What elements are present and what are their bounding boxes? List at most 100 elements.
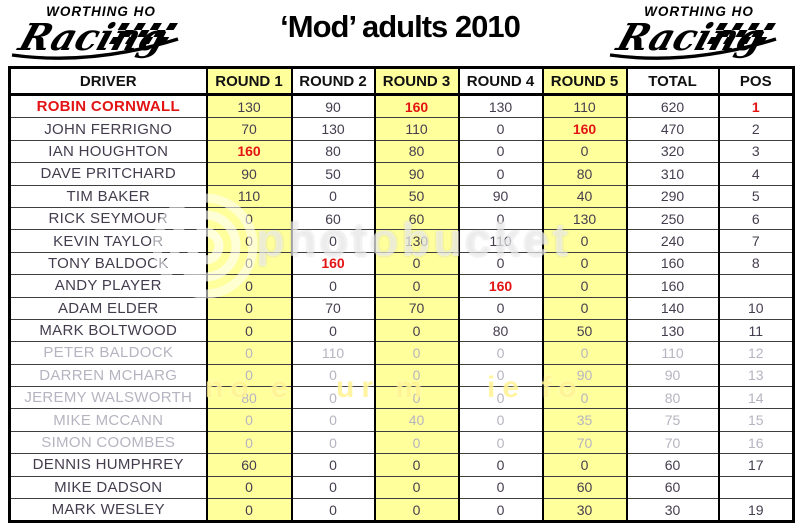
- total-cell: 80: [625, 386, 720, 410]
- position-cell: [717, 274, 795, 298]
- round-score-cell: 0: [205, 229, 293, 253]
- round-score-cell: 0: [373, 274, 460, 298]
- round-score-cell: 50: [541, 318, 628, 343]
- round-score-cell: 0: [373, 251, 460, 276]
- driver-name-cell: TIM BAKER: [8, 184, 208, 208]
- checkered-flag-icon: [706, 23, 776, 44]
- total-cell: 290: [625, 184, 720, 208]
- results-table-wrap: DRIVER ROUND 1 ROUND 2 ROUND 3 ROUND 4 R…: [8, 66, 795, 524]
- round-score-cell: 60: [205, 453, 293, 477]
- driver-name-cell: DENNIS HUMPHREY: [8, 453, 208, 477]
- round-score-cell: 0: [373, 386, 460, 410]
- round-score-cell: 0: [290, 229, 376, 253]
- round-score-cell: 0: [373, 430, 460, 455]
- round-score-cell: 0: [205, 430, 293, 455]
- total-cell: 470: [625, 117, 720, 141]
- total-cell: 90: [625, 363, 720, 388]
- round-score-cell: 0: [457, 453, 544, 477]
- total-cell: 140: [625, 296, 720, 320]
- driver-name-cell: RICK SEYMOUR: [8, 206, 208, 231]
- table-row: JOHN FERRIGNO 70 130 110 0 160 470 2: [8, 117, 795, 141]
- table-row: MIKE MCCANN 0 0 40 0 35 75 15: [8, 408, 795, 432]
- table-row: ADAM ELDER 0 70 70 0 0 140 10: [8, 296, 795, 320]
- logo-script-text: Racing: [611, 15, 771, 59]
- racing-flag-logo-icon: WORTHING HO Racing: [11, 4, 179, 60]
- round-score-cell: 0: [290, 498, 376, 523]
- position-cell: 2: [717, 117, 795, 141]
- round-score-cell: 40: [541, 184, 628, 208]
- col-header-round4: ROUND 4: [457, 66, 544, 96]
- round-score-cell: 160: [373, 93, 460, 119]
- round-score-cell: 0: [541, 251, 628, 276]
- round-score-cell: 0: [541, 386, 628, 410]
- driver-name-cell: KEVIN TAYLOR: [8, 229, 208, 253]
- round-score-cell: 60: [290, 206, 376, 231]
- total-cell: 160: [625, 251, 720, 276]
- round-score-cell: 40: [373, 408, 460, 432]
- round-score-cell: 50: [373, 184, 460, 208]
- round-score-cell: 0: [373, 475, 460, 500]
- round-score-cell: 0: [290, 274, 376, 298]
- total-cell: 160: [625, 274, 720, 298]
- racing-flag-logo-icon: WORTHING HO Racing: [609, 4, 777, 60]
- round-score-cell: 90: [290, 93, 376, 119]
- round-score-cell: 0: [205, 498, 293, 523]
- worthing-ho-racing-logo-left: WORTHING HO Racing: [6, 3, 196, 63]
- total-cell: 310: [625, 162, 720, 186]
- round-score-cell: 0: [205, 296, 293, 320]
- round-score-cell: 0: [541, 229, 628, 253]
- round-score-cell: 160: [457, 274, 544, 298]
- col-header-pos: POS: [717, 66, 795, 96]
- round-score-cell: 110: [457, 229, 544, 253]
- total-cell: 320: [625, 139, 720, 164]
- round-score-cell: 0: [541, 139, 628, 164]
- position-cell: 14: [717, 386, 795, 410]
- round-score-cell: 0: [457, 498, 544, 523]
- round-score-cell: 0: [290, 318, 376, 343]
- position-cell: 3: [717, 139, 795, 164]
- table-row: MIKE DADSON 0 0 0 0 60 60: [8, 475, 795, 500]
- round-score-cell: 0: [290, 386, 376, 410]
- round-score-cell: 0: [205, 341, 293, 365]
- round-score-cell: 30: [541, 498, 628, 523]
- total-cell: 250: [625, 206, 720, 231]
- driver-name-cell: TONY BALDOCK: [8, 251, 208, 276]
- round-score-cell: 0: [205, 318, 293, 343]
- round-score-cell: 110: [373, 117, 460, 141]
- table-row: MARK BOLTWOOD 0 0 0 80 50 130 11: [8, 318, 795, 343]
- logo-script-text: Racing: [13, 15, 173, 59]
- table-row: KEVIN TAYLOR 0 0 130 110 0 240 7: [8, 229, 795, 253]
- worthing-ho-racing-logo-right: WORTHING HO Racing: [604, 3, 794, 63]
- total-cell: 70: [625, 430, 720, 455]
- round-score-cell: 0: [205, 475, 293, 500]
- round-score-cell: 90: [541, 363, 628, 388]
- driver-name-cell: ANDY PLAYER: [8, 274, 208, 298]
- total-cell: 130: [625, 318, 720, 343]
- round-score-cell: 130: [373, 229, 460, 253]
- driver-name-cell: SIMON COOMBES: [8, 430, 208, 455]
- position-cell: 13: [717, 363, 795, 388]
- round-score-cell: 80: [541, 162, 628, 186]
- position-cell: 19: [717, 498, 795, 523]
- round-score-cell: 160: [205, 139, 293, 164]
- round-score-cell: 0: [457, 251, 544, 276]
- col-header-round1: ROUND 1: [205, 66, 293, 96]
- round-score-cell: 90: [457, 184, 544, 208]
- round-score-cell: 0: [457, 386, 544, 410]
- round-score-cell: 0: [205, 363, 293, 388]
- total-cell: 30: [625, 498, 720, 523]
- table-row: SIMON COOMBES 0 0 0 0 70 70 16: [8, 430, 795, 455]
- round-score-cell: 110: [205, 184, 293, 208]
- round-score-cell: 0: [457, 117, 544, 141]
- position-cell: 16: [717, 430, 795, 455]
- round-score-cell: 70: [541, 430, 628, 455]
- position-cell: 12: [717, 341, 795, 365]
- round-score-cell: 0: [541, 274, 628, 298]
- round-score-cell: 0: [373, 318, 460, 343]
- table-row: TONY BALDOCK 0 160 0 0 0 160 8: [8, 251, 795, 276]
- col-header-total: TOTAL: [625, 66, 720, 96]
- table-row: ANDY PLAYER 0 0 0 160 0 160: [8, 274, 795, 298]
- round-score-cell: 160: [541, 117, 628, 141]
- round-score-cell: 0: [541, 341, 628, 365]
- round-score-cell: 160: [290, 251, 376, 276]
